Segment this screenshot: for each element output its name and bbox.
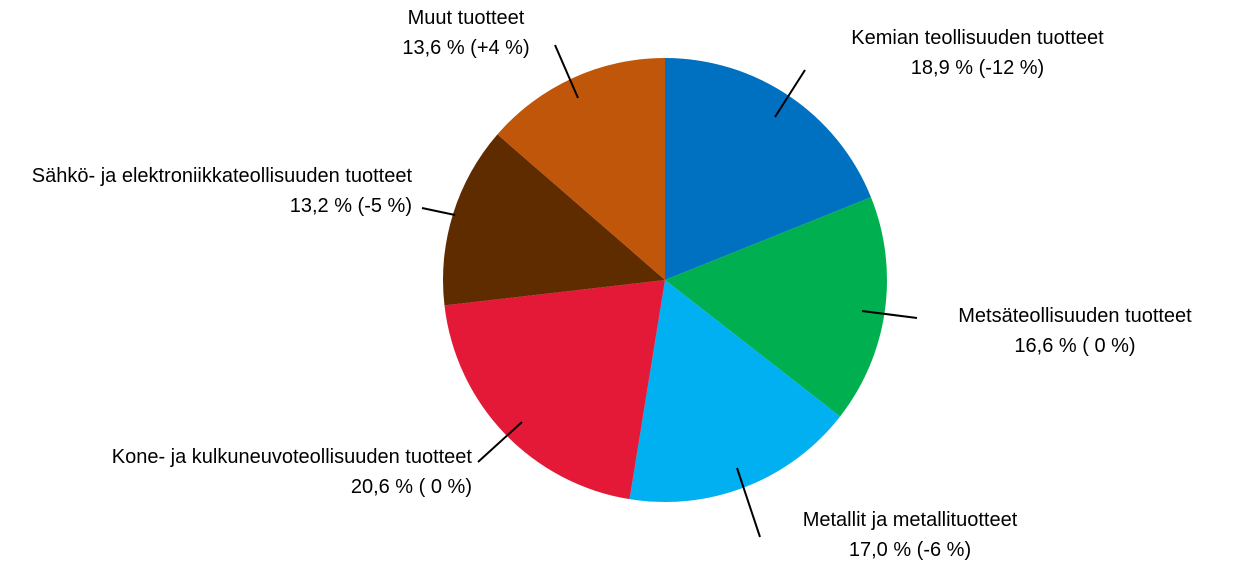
leader-line xyxy=(477,421,523,463)
pie-slice xyxy=(443,134,665,306)
value-label: 20,6 % ( 0 %) xyxy=(350,476,472,498)
slice-label: Sähkö- ja elektroniikkateollisuuden tuot… xyxy=(7,161,412,221)
value-label: 16,6 % ( 0 %) xyxy=(1014,335,1136,357)
slice-label: Muut tuotteet 13,6 % (+4 %) xyxy=(366,3,566,63)
pie-slice xyxy=(665,58,871,280)
value-label: 18,9 % (-12 %) xyxy=(910,57,1045,79)
category-label: Muut tuotteet xyxy=(407,7,525,29)
leader-line xyxy=(554,44,579,99)
slice-label: Kemian teollisuuden tuotteet 18,9 % (-12 … xyxy=(800,23,1155,83)
pie-slice xyxy=(629,280,841,502)
category-label: Kemian teollisuuden tuotteet xyxy=(851,27,1104,49)
pie-slice xyxy=(497,57,665,280)
category-label: Kone- ja kulkuneuvoteollisuuden tuotteet xyxy=(111,446,472,468)
leader-line xyxy=(736,467,761,538)
leader-line xyxy=(861,310,918,319)
slice-label: Metsäteollisuuden tuotteet 16,6 % ( 0 %) xyxy=(915,301,1235,361)
pie-slice xyxy=(444,280,665,500)
category-label: Metsäteollisuuden tuotteet xyxy=(958,305,1192,327)
value-label: 13,2 % (-5 %) xyxy=(289,195,412,217)
category-label: Metallit ja metallituotteet xyxy=(802,509,1018,531)
pie-slice xyxy=(665,197,888,417)
value-label: 17,0 % (-6 %) xyxy=(848,539,972,561)
leader-line xyxy=(421,207,456,216)
slice-label: Metallit ja metallituotteet 17,0 % (-6 %) xyxy=(760,505,1060,562)
leader-line xyxy=(774,69,806,118)
slice-label: Kone- ja kulkuneuvoteollisuuden tuotteet… xyxy=(97,442,472,502)
value-label: 13,6 % (+4 %) xyxy=(402,37,530,59)
category-label: Sähkö- ja elektroniikkateollisuuden tuot… xyxy=(31,165,412,187)
